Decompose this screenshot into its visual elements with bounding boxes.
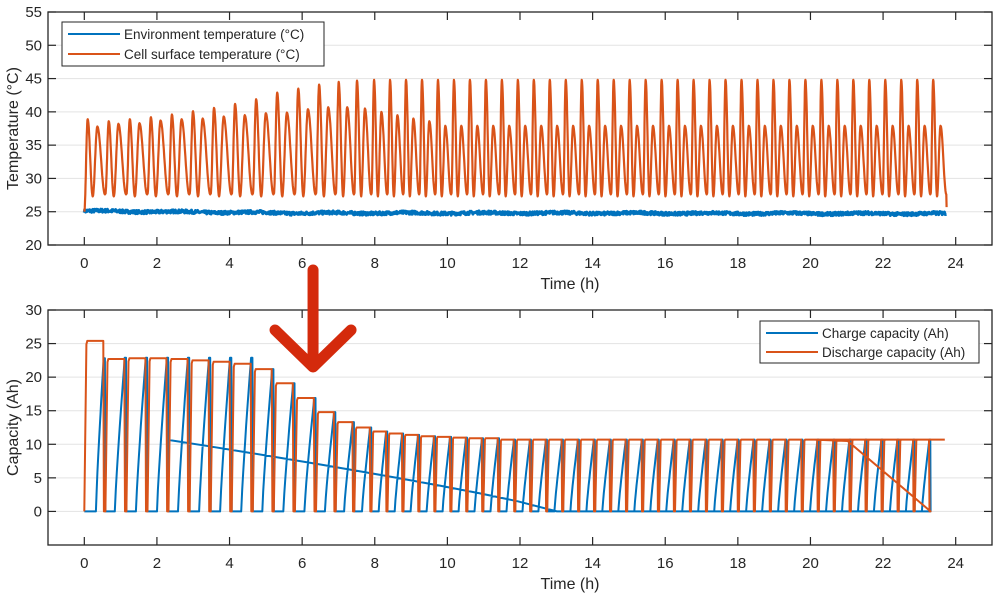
x-tick-label: 20 [802,555,819,572]
x-tick-label: 16 [657,255,674,272]
y-tick-label: 25 [25,204,42,221]
x-tick-label: 22 [875,255,892,272]
x-tick-label: 18 [730,255,747,272]
x-tick-label: 0 [80,255,88,272]
x-tick-label: 6 [298,555,306,572]
y-tick-label: 35 [25,137,42,154]
capacity-legend: Charge capacity (Ah) Discharge capacity … [759,320,980,364]
x-tick-label: 8 [371,555,379,572]
y-tick-label: 30 [25,170,42,187]
x-tick-label: 2 [153,555,161,572]
x-tick-label: 0 [80,555,88,572]
x-tick-label: 14 [584,555,601,572]
capacity-legend-box [759,320,980,364]
x-tick-label: 6 [298,255,306,272]
x-tick-label: 24 [947,255,964,272]
y-tick-label: 40 [25,104,42,121]
environment-temperature-line [82,207,948,218]
x-tick-label: 10 [439,555,456,572]
x-tick-label: 18 [730,555,747,572]
y-tick-label: 50 [25,37,42,54]
discharge-capacity-line [83,339,945,513]
x-tick-label: 2 [153,255,161,272]
x-tick-label: 16 [657,555,674,572]
legend-label-cell-surface: Cell surface temperature (°C) [124,47,300,62]
y-tick-label: 20 [25,237,42,254]
y-tick-label: 5 [34,470,42,487]
x-tick-label: 4 [225,555,233,572]
capacity-x-axis-title: Time (h) [541,576,600,593]
y-tick-label: 10 [25,436,42,453]
temperature-series [82,78,948,218]
y-tick-label: 55 [25,4,42,21]
y-tick-label: 0 [34,503,42,520]
y-tick-label: 20 [25,369,42,386]
temperature-x-axis-title: Time (h) [541,276,600,293]
charge-capacity-line [84,356,932,513]
capacity-series [83,339,945,513]
x-tick-label: 20 [802,255,819,272]
arrow-head [269,324,357,373]
y-tick-label: 30 [25,302,42,319]
x-tick-label: 14 [584,255,601,272]
y-tick-label: 45 [25,71,42,88]
capacity-y-axis-title: Capacity (Ah) [5,379,22,476]
temperature-legend: Environment temperature (°C) Cell surfac… [61,21,325,67]
legend-label-environment: Environment temperature (°C) [124,27,304,42]
x-tick-label: 24 [947,555,964,572]
x-tick-label: 22 [875,555,892,572]
legend-label-discharge: Discharge capacity (Ah) [822,345,965,360]
y-tick-label: 25 [25,336,42,353]
temperature-y-axis-title: Temperature (°C) [5,67,22,190]
x-tick-label: 12 [512,255,529,272]
x-tick-label: 4 [225,255,233,272]
red-down-arrow-icon [269,264,357,373]
y-tick-label: 15 [25,403,42,420]
x-tick-label: 10 [439,255,456,272]
x-tick-label: 12 [512,555,529,572]
legend-label-charge: Charge capacity (Ah) [822,326,949,341]
x-tick-label: 8 [371,255,379,272]
cell-surface-temperature-line [83,78,948,212]
temperature-legend-box [61,21,325,67]
